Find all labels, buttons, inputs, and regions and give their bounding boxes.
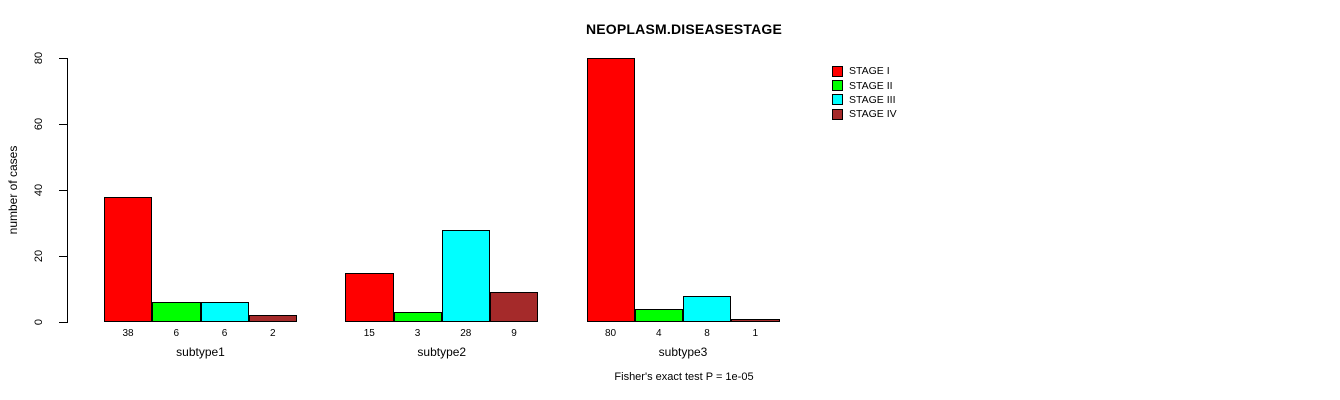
bar-value-label: 6 bbox=[173, 328, 180, 339]
legend-swatch-icon bbox=[832, 65, 843, 77]
bar-stage-i-subtype2 bbox=[345, 272, 394, 322]
legend-item-stage-i: STAGE I bbox=[832, 64, 897, 78]
chart-title: NEOPLASM.DISEASESTAGE bbox=[585, 21, 783, 37]
y-tick-mark bbox=[59, 190, 67, 191]
y-tick-mark bbox=[59, 256, 67, 257]
y-tick-mark bbox=[59, 124, 67, 125]
y-tick-mark bbox=[59, 322, 67, 323]
bar-stage-ii-subtype2 bbox=[393, 312, 442, 322]
bar-stage-iii-subtype3 bbox=[683, 295, 732, 322]
legend-label: STAGE IV bbox=[849, 108, 897, 121]
legend-item-stage-iv: STAGE IV bbox=[832, 107, 897, 121]
legend-label: STAGE II bbox=[849, 79, 893, 92]
category-label-subtype3: subtype3 bbox=[658, 345, 708, 359]
legend-item-stage-iii: STAGE III bbox=[832, 93, 897, 107]
stat-annotation: Fisher's exact test P = 1e-05 bbox=[614, 371, 754, 383]
bar-stage-i-subtype1 bbox=[104, 196, 153, 322]
bar-stage-iv-subtype3 bbox=[731, 318, 780, 322]
legend-label: STAGE III bbox=[849, 93, 896, 106]
bar-stage-iv-subtype2 bbox=[490, 292, 539, 322]
bar-value-label: 3 bbox=[414, 328, 421, 339]
legend-swatch-icon bbox=[832, 94, 843, 106]
y-tick-label: 80 bbox=[33, 51, 45, 65]
y-tick-mark bbox=[59, 58, 67, 59]
bar-value-label: 38 bbox=[122, 328, 134, 339]
y-axis-line bbox=[67, 58, 68, 323]
legend: STAGE I STAGE II STAGE III STAGE IV bbox=[832, 64, 897, 122]
y-tick-label: 60 bbox=[33, 117, 45, 131]
bar-stage-ii-subtype1 bbox=[152, 302, 201, 322]
legend-swatch-icon bbox=[832, 80, 843, 92]
bar-value-label: 6 bbox=[221, 328, 228, 339]
bar-stage-iii-subtype1 bbox=[200, 302, 249, 322]
bar-value-label: 9 bbox=[511, 328, 517, 339]
legend-item-stage-ii: STAGE II bbox=[832, 78, 897, 92]
bar-stage-i-subtype3 bbox=[586, 58, 635, 322]
y-axis-label: number of cases bbox=[6, 145, 20, 235]
bar-stage-ii-subtype3 bbox=[634, 308, 683, 322]
bar-stage-iv-subtype1 bbox=[248, 315, 297, 322]
bar-value-label: 4 bbox=[655, 328, 662, 339]
bar-value-label: 1 bbox=[752, 328, 759, 339]
bar-value-label: 2 bbox=[269, 328, 276, 339]
bar-value-label: 8 bbox=[704, 328, 710, 339]
y-tick-label: 0 bbox=[33, 318, 45, 326]
legend-label: STAGE I bbox=[849, 65, 890, 78]
bar-value-label: 80 bbox=[604, 328, 617, 339]
legend-swatch-icon bbox=[832, 108, 843, 120]
category-label-subtype1: subtype1 bbox=[176, 345, 225, 359]
bar-stage-iii-subtype2 bbox=[441, 229, 490, 322]
y-tick-label: 40 bbox=[33, 183, 45, 197]
y-tick-label: 20 bbox=[33, 249, 45, 263]
bar-value-label: 15 bbox=[363, 328, 375, 339]
category-label-subtype2: subtype2 bbox=[417, 345, 467, 359]
bar-value-label: 28 bbox=[460, 328, 472, 339]
